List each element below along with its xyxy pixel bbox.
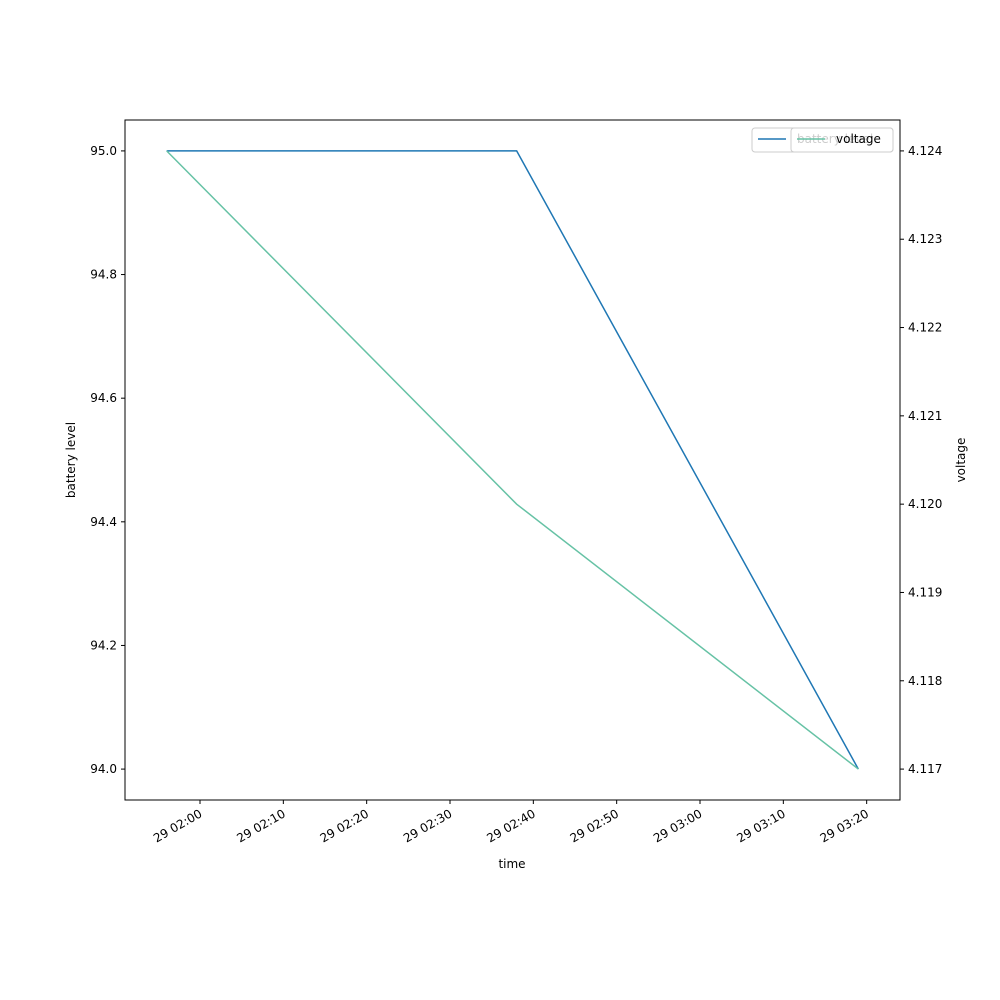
y2-tick-label: 4.120 xyxy=(908,497,942,511)
x-tick-label: 29 03:00 xyxy=(651,806,704,845)
y-tick-label: 95.0 xyxy=(90,144,117,158)
x-tick-label: 29 02:30 xyxy=(401,806,454,845)
y2-tick-label: 4.124 xyxy=(908,144,942,158)
y2-tick-label: 4.119 xyxy=(908,585,942,599)
x-tick-label: 29 02:20 xyxy=(318,806,371,845)
y2-tick-label: 4.121 xyxy=(908,409,942,423)
series-line xyxy=(166,150,859,770)
x-tick-label: 29 02:00 xyxy=(151,806,204,845)
y2-tick-label: 4.118 xyxy=(908,674,942,688)
x-axis-label: time xyxy=(498,857,525,871)
y-tick-label: 94.4 xyxy=(90,515,117,529)
y-tick-label: 94.0 xyxy=(90,762,117,776)
x-tick-label: 29 03:10 xyxy=(734,806,787,845)
y2-tick-label: 4.117 xyxy=(908,762,942,776)
series-line xyxy=(166,150,859,770)
y2-tick-label: 4.122 xyxy=(908,321,942,335)
x-tick-label: 29 02:10 xyxy=(234,806,287,845)
plot-frame xyxy=(124,119,901,801)
y-tick-label: 94.6 xyxy=(90,391,117,405)
x-tick-label: 29 02:40 xyxy=(484,806,537,845)
legend-box xyxy=(790,127,894,153)
x-tick-label: 29 02:50 xyxy=(568,806,621,845)
legend-label: voltage xyxy=(836,132,881,146)
y2-tick-label: 4.123 xyxy=(908,232,942,246)
y-tick-label: 94.2 xyxy=(90,638,117,652)
y-axis-label: battery level xyxy=(64,422,78,498)
x-tick-label: 29 03:20 xyxy=(818,806,871,845)
y2-axis-label: voltage xyxy=(954,438,968,483)
y-tick-label: 94.8 xyxy=(90,268,117,282)
